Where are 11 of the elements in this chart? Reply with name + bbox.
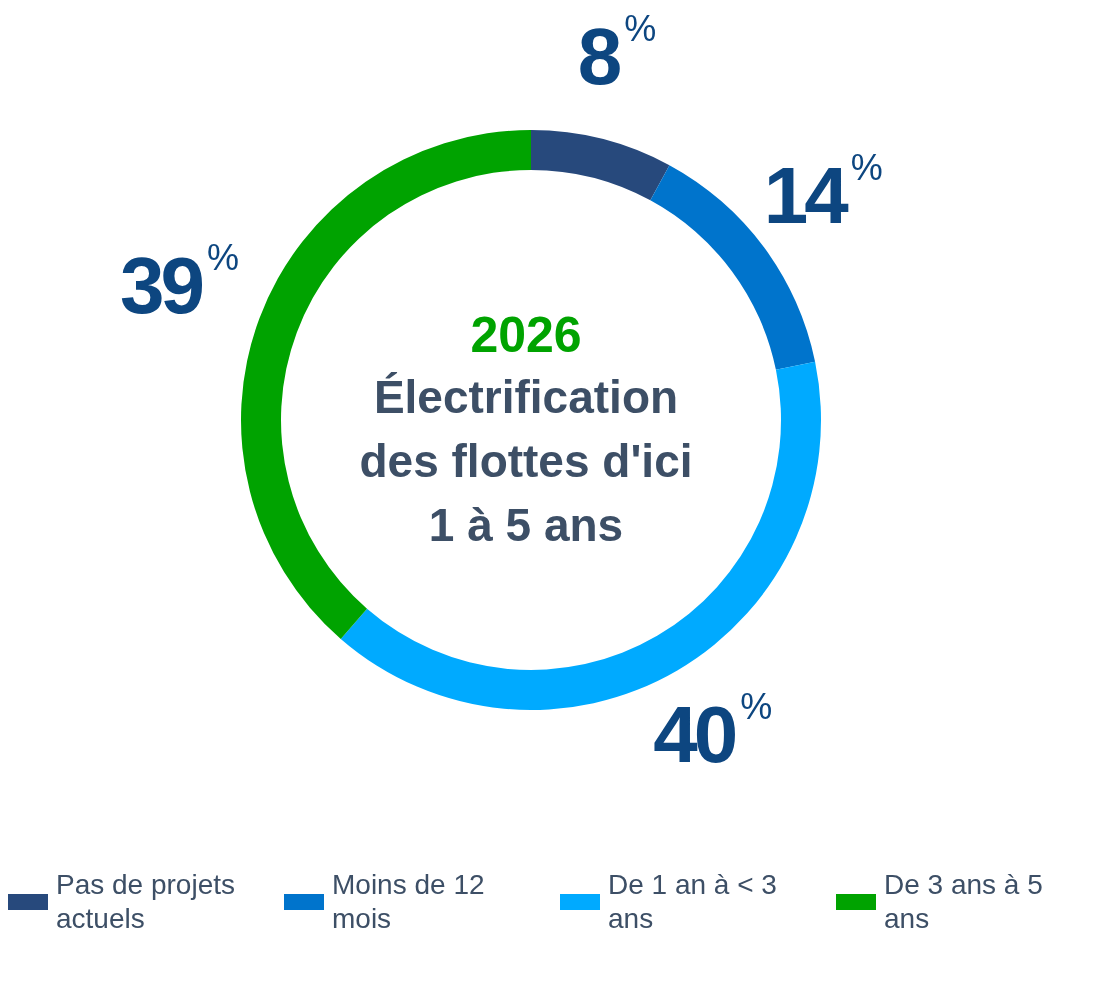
data-label: 14$^{%}$ xyxy=(763,146,883,240)
data-label: 8$^{%}$ xyxy=(577,8,657,102)
donut-slice xyxy=(531,130,670,201)
text: 2026 xyxy=(469,306,583,365)
legend-label: De 3 ans à 5 ans xyxy=(884,868,1044,936)
legend-label: De 1 an à < 3 ans xyxy=(608,868,778,936)
text: Électrification des flottes d'ici 1 à 5 ans xyxy=(358,370,694,553)
legend-label: Moins de 12 mois xyxy=(332,868,486,936)
legend-label: Pas de projets actuels xyxy=(56,868,236,936)
data-label: 40$^{%}$ xyxy=(653,686,773,780)
data-label: 39$^{%}$ xyxy=(119,237,239,331)
